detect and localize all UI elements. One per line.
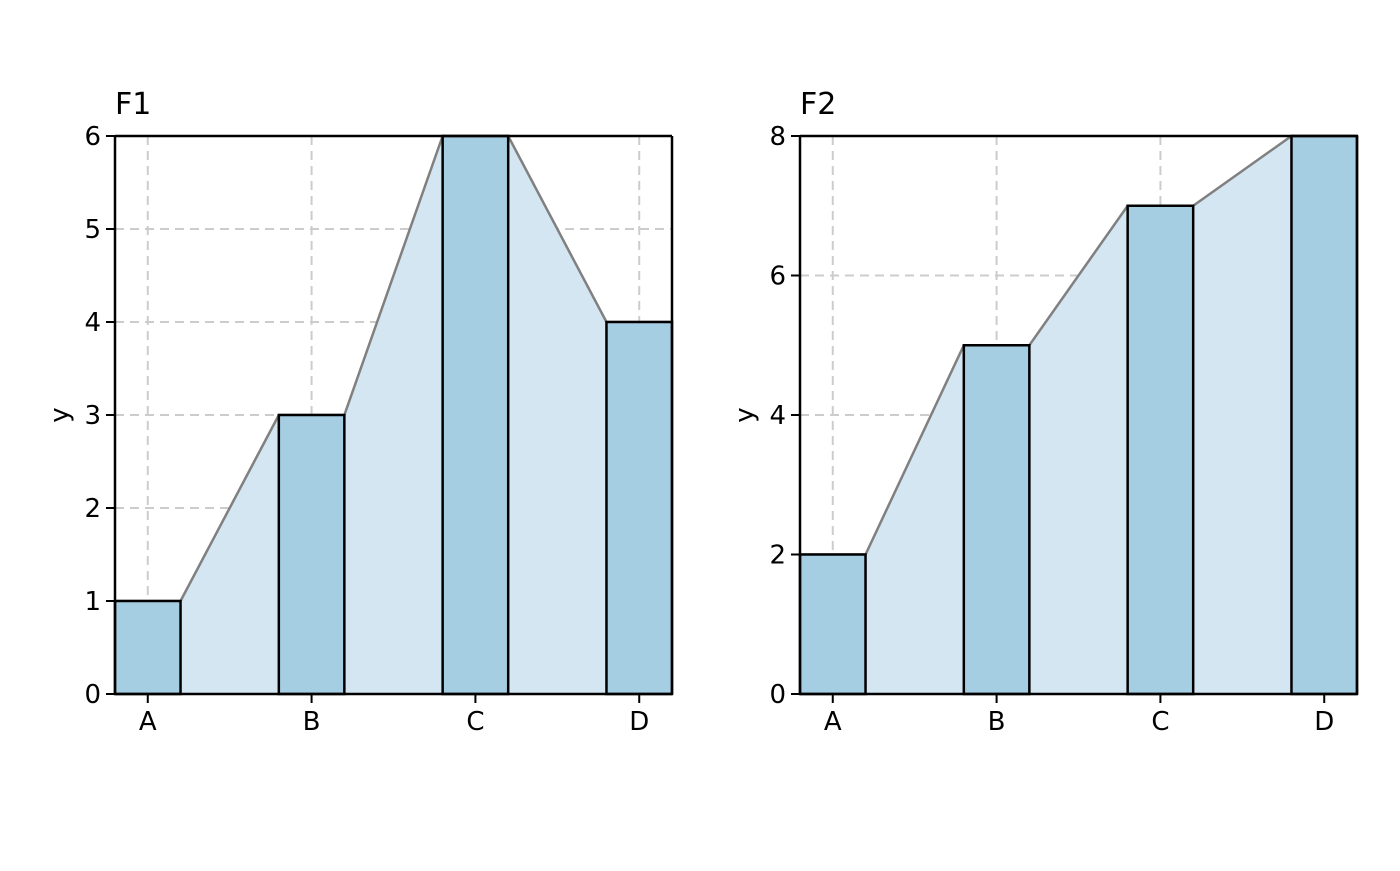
x-tick-label: B <box>988 707 1006 737</box>
x-tick-label: A <box>139 707 157 737</box>
y-tick-label: 0 <box>769 680 786 710</box>
y-tick-label: 2 <box>84 494 101 524</box>
y-axis-label: y <box>730 407 760 422</box>
bar-d <box>1290 134 1359 696</box>
bar-c <box>1126 204 1195 696</box>
area-fill <box>800 136 1357 694</box>
x-tick-label: A <box>824 707 842 737</box>
x-tick-label: C <box>466 707 484 737</box>
bar-d <box>605 320 674 696</box>
connector-line <box>800 134 1357 556</box>
y-tick-label: 5 <box>84 215 101 245</box>
x-tick-label: C <box>1151 707 1169 737</box>
y-tick-label: 2 <box>769 541 786 571</box>
panel-title: F2 <box>800 87 836 122</box>
y-tick-label: 1 <box>84 587 101 617</box>
x-tick-label: D <box>1314 707 1334 737</box>
y-tick-label: 6 <box>84 122 101 152</box>
bar-a <box>798 553 867 696</box>
area-fill <box>115 136 672 694</box>
y-tick-label: 6 <box>769 262 786 292</box>
panel-f2: 0 2 4 6 8 A B C D F2 y <box>730 87 1359 737</box>
x-tick-label: D <box>629 707 649 737</box>
bar-c <box>441 134 510 696</box>
y-tick-label: 0 <box>84 680 101 710</box>
x-tick-label: B <box>303 707 321 737</box>
bar-b <box>277 413 346 696</box>
panel-f1: 0 1 2 3 4 5 6 A B C D F1 y <box>45 87 674 737</box>
panel-title: F1 <box>115 87 151 122</box>
y-tick-label: 8 <box>769 122 786 152</box>
bar-a <box>113 599 182 696</box>
y-tick-label: 4 <box>769 401 786 431</box>
bar-b <box>962 344 1031 696</box>
connector-line <box>115 134 672 603</box>
y-tick-label: 4 <box>84 308 101 338</box>
y-tick-label: 3 <box>84 401 101 431</box>
y-axis-label: y <box>45 407 75 422</box>
